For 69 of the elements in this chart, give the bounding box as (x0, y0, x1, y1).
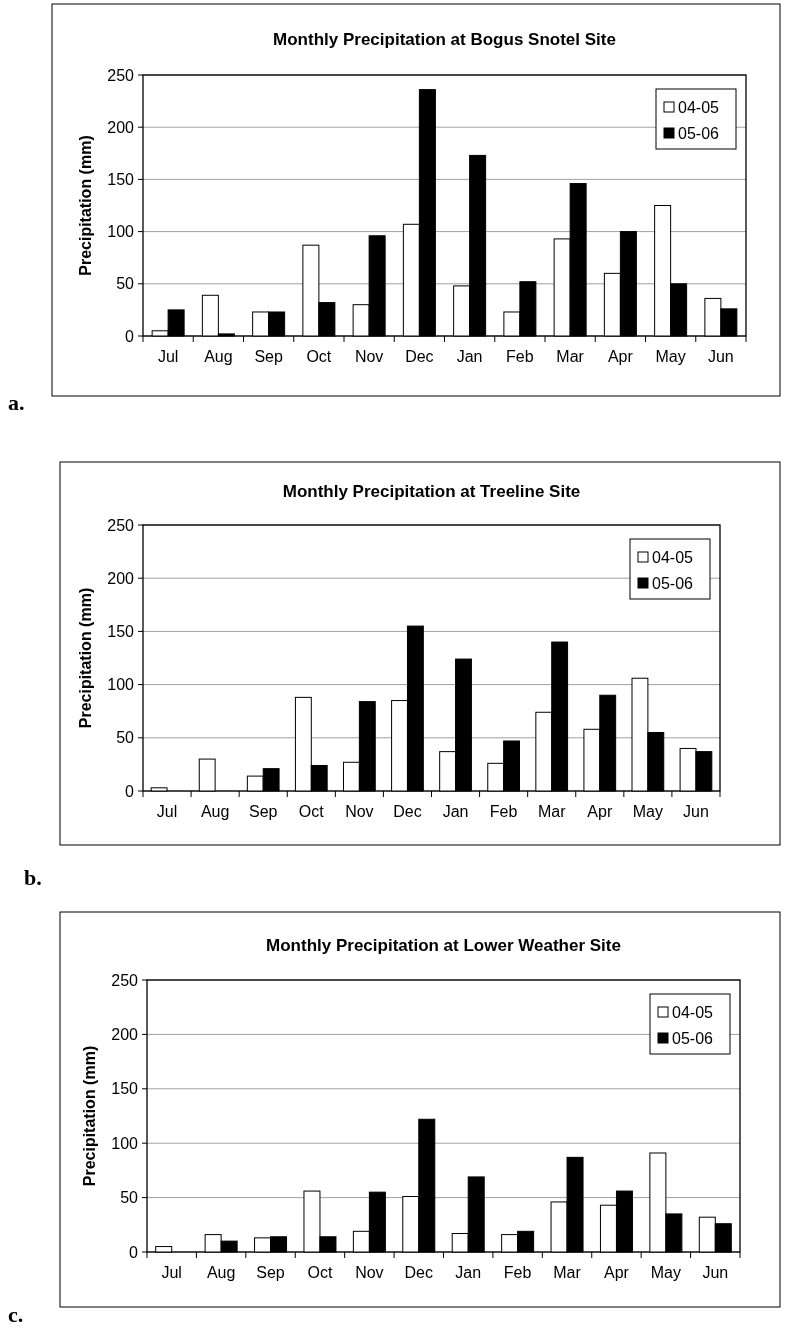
chart-title: Monthly Precipitation at Treeline Site (282, 482, 581, 501)
chart-title: Monthly Precipitation at Lower Weather Site (266, 936, 621, 955)
x-tick-label: Apr (604, 1264, 630, 1281)
x-tick-label: Nov (345, 803, 374, 820)
chart-title: Monthly Precipitation at Bogus Snotel Site (273, 30, 616, 49)
x-tick-label: Nov (354, 348, 384, 365)
legend-label: 05-06 (678, 124, 720, 142)
x-tick-label: Dec (404, 1264, 434, 1281)
x-tick-label: Aug (200, 803, 230, 820)
y-tick-label: 150 (107, 623, 135, 640)
x-tick-label: Oct (306, 348, 332, 365)
y-tick-label: 0 (125, 782, 135, 800)
y-tick-label: 150 (107, 171, 135, 188)
x-tick-label: Jul (157, 348, 179, 365)
y-tick-label: 0 (129, 1243, 139, 1261)
x-tick-label: Feb (489, 803, 518, 820)
x-tick-label: Dec (393, 803, 422, 820)
x-tick-label: Aug (206, 1264, 236, 1281)
legend-label: 04-05 (678, 98, 720, 116)
y-tick-label: 250 (111, 971, 139, 989)
y-axis-title: Precipitation (mm) (81, 1045, 98, 1187)
x-tick-label: Jun (702, 1264, 729, 1281)
y-tick-label: 200 (107, 569, 135, 587)
x-tick-label: May (650, 1264, 681, 1281)
x-tick-label: Jul (156, 803, 178, 820)
x-tick-label: Jan (442, 803, 469, 820)
y-tick-label: 0 (125, 327, 135, 345)
x-tick-label: May (655, 348, 686, 365)
x-tick-label: Nov (355, 1264, 384, 1281)
x-tick-label: Apr (587, 803, 613, 820)
y-tick-label: 100 (107, 223, 135, 241)
legend-label: 05-06 (672, 1029, 714, 1047)
y-tick-label: 50 (116, 275, 135, 293)
text: a. (8, 390, 25, 415)
x-tick-label: Jun (707, 348, 734, 365)
legend-label: 05-06 (652, 574, 694, 592)
x-tick-label: Feb (506, 348, 534, 365)
y-tick-label: 100 (107, 676, 135, 694)
x-tick-label: Jan (456, 348, 483, 365)
x-tick-label: Mar (556, 348, 585, 365)
x-tick-label: Jun (683, 803, 709, 820)
y-tick-label: 200 (107, 118, 135, 136)
x-tick-label: Sep (248, 803, 278, 820)
x-tick-label: Oct (298, 803, 325, 820)
x-tick-label: Jul (161, 1264, 182, 1281)
y-axis-title: Precipitation (mm) (77, 587, 94, 729)
x-tick-label: Oct (307, 1264, 333, 1281)
y-tick-label: 250 (107, 66, 135, 84)
y-tick-label: 100 (111, 1134, 139, 1152)
text: c. (8, 1302, 24, 1327)
x-tick-label: Feb (503, 1264, 532, 1281)
y-tick-label: 50 (116, 729, 135, 747)
y-axis-title: Precipitation (mm) (77, 135, 94, 276)
x-tick-label: Jan (455, 1264, 482, 1281)
x-tick-label: May (632, 803, 663, 820)
y-tick-label: 250 (107, 516, 135, 534)
x-tick-label: Sep (256, 1264, 285, 1281)
x-tick-label: Mar (537, 803, 567, 820)
y-tick-label: 200 (111, 1026, 139, 1043)
x-tick-label: Apr (607, 348, 634, 365)
x-tick-label: Mar (553, 1264, 582, 1281)
legend-label: 04-05 (672, 1003, 714, 1021)
text: b. (24, 865, 42, 890)
x-tick-label: Aug (204, 348, 233, 365)
x-tick-label: Dec (405, 348, 434, 365)
legend-label: 04-05 (652, 548, 694, 566)
y-tick-label: 50 (120, 1189, 139, 1207)
y-tick-label: 150 (111, 1080, 139, 1098)
x-tick-label: Sep (254, 348, 283, 365)
